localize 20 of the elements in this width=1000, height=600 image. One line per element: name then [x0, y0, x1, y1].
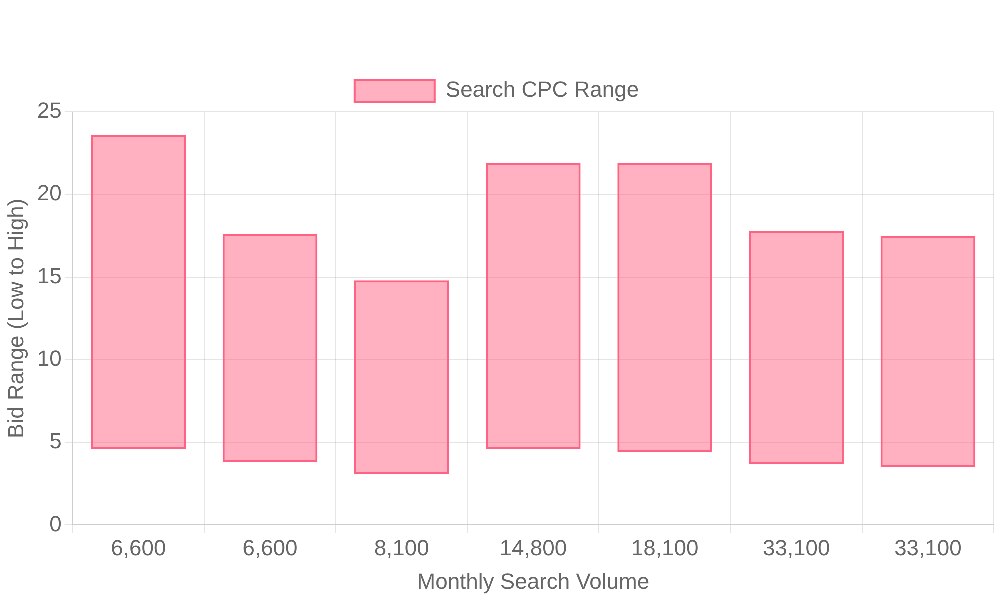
x-tick-label: 18,100 — [631, 535, 699, 560]
bar — [880, 236, 976, 468]
y-tick-label: 15 — [37, 263, 62, 288]
x-tick-label: 33,100 — [894, 535, 962, 560]
x-tick-label: 8,100 — [374, 535, 430, 560]
x-tick-label: 14,800 — [500, 535, 568, 560]
y-tick-label: 5 — [50, 428, 62, 454]
x-tick-label: 6,600 — [242, 535, 298, 560]
bar — [354, 280, 450, 474]
bar — [222, 234, 318, 462]
y-axis-title: Bid Range (Low to High) — [3, 198, 28, 438]
y-tick-label: 0 — [50, 511, 62, 536]
bar — [91, 135, 186, 450]
y-tick-label: 20 — [37, 180, 62, 206]
x-axis-title: Monthly Search Volume — [417, 568, 650, 594]
y-tick-label: 25 — [37, 98, 62, 124]
legend-label: Search CPC Range — [446, 77, 640, 102]
x-tick-label: 33,100 — [762, 535, 830, 560]
y-tick-label: 10 — [37, 346, 62, 371]
x-tick-label: 6,600 — [111, 535, 166, 560]
